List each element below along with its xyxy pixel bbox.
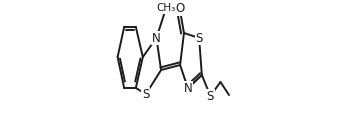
Text: S: S — [195, 32, 203, 44]
Text: N: N — [152, 32, 161, 44]
Text: S: S — [142, 88, 150, 100]
Text: N: N — [184, 81, 192, 95]
Text: S: S — [207, 89, 214, 103]
Text: CH₃: CH₃ — [156, 3, 176, 13]
Text: O: O — [175, 3, 184, 15]
